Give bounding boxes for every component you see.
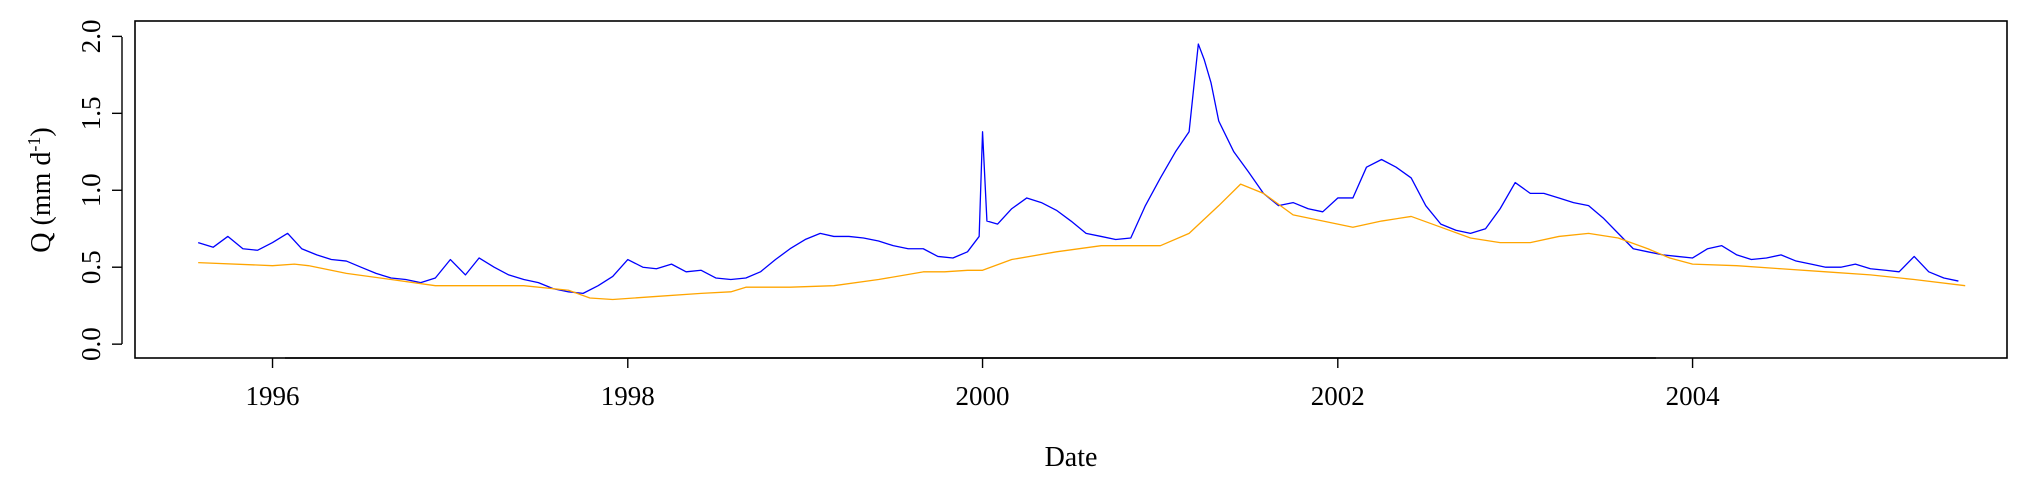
- y-axis: 0.0 0.5 1.0 1.5 2.0: [76, 20, 123, 361]
- x-axis-label: Date: [1045, 442, 1098, 473]
- series-line-2: [198, 183, 1966, 301]
- y-tick-label: 2.0: [76, 20, 106, 54]
- y-tick-label: 0.5: [76, 250, 106, 284]
- y-axis-label: Q (mm d-1): [24, 127, 57, 252]
- x-tick-label: 2002: [1311, 381, 1365, 411]
- series-line-1: [197, 43, 1959, 295]
- x-tick-label: 2000: [956, 381, 1010, 411]
- y-tick-label: 1.5: [76, 96, 106, 130]
- y-tick-label: 1.0: [76, 173, 106, 207]
- y-axis-label-superscript: -1: [24, 137, 44, 152]
- x-tick-label: 1998: [601, 381, 655, 411]
- plot-frame: [134, 20, 2008, 359]
- x-axis: 1996 1998 2000 2002 2004: [246, 357, 1721, 411]
- x-tick-label: 1996: [246, 381, 300, 411]
- series-layer: [197, 43, 1966, 301]
- y-axis-label-main: Q (mm d: [26, 152, 57, 253]
- y-axis-label-close: ): [26, 127, 57, 136]
- x-tick-label: 2004: [1666, 381, 1721, 411]
- y-tick-label: 0.0: [76, 327, 106, 361]
